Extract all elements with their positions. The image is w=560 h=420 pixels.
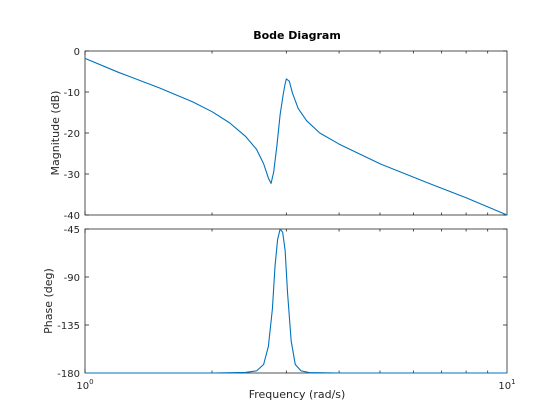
magnitude-series-line	[84, 57, 508, 216]
magnitude-axes: 0 -10 -20 -30 -40	[64, 47, 508, 222]
chart-title: Bode Diagram	[253, 29, 341, 42]
x-tick-label: 101	[498, 378, 515, 392]
magnitude-ylabel: Magnitude (dB)	[49, 91, 62, 176]
x-axis-label: Frequency (rad/s)	[249, 388, 346, 401]
phase-ytick-label: -135	[57, 321, 80, 332]
magnitude-ytick-label: -40	[64, 211, 80, 222]
phase-ytick-label: -45	[64, 225, 80, 236]
magnitude-ytick-label: -10	[64, 88, 80, 99]
phase-plot-box	[84, 228, 508, 374]
phase-axes: -45 -90 -135 -180	[57, 225, 508, 380]
phase-series-line	[85, 228, 507, 374]
phase-ylabel: Phase (deg)	[42, 268, 55, 334]
x-tick-label: 100	[76, 378, 93, 392]
phase-ytick-label: -90	[64, 273, 80, 284]
magnitude-ytick-label: -30	[64, 170, 80, 181]
magnitude-plot-box	[84, 50, 508, 216]
phase-ytick-label: -180	[57, 369, 80, 380]
magnitude-ytick-label: -20	[64, 129, 80, 140]
magnitude-ytick-label: 0	[74, 47, 80, 58]
